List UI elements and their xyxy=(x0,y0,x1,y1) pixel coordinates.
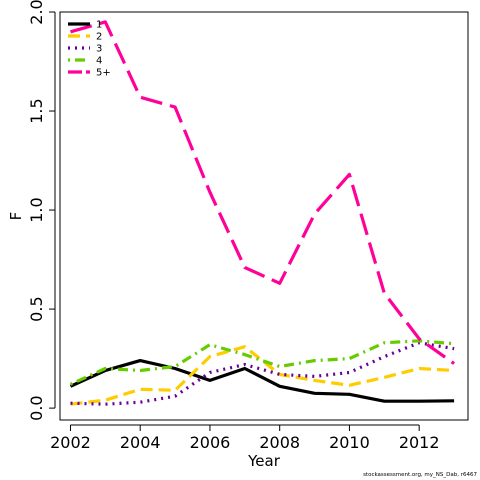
y-axis-title: F xyxy=(7,212,25,221)
footer-credit: stockassessment.org, my_NS_Dab, r6467 xyxy=(363,472,477,478)
legend-label: 3 xyxy=(96,44,102,55)
series-line-5plus xyxy=(70,20,456,365)
x-tick-label: 2006 xyxy=(190,433,231,452)
x-tick-label: 2012 xyxy=(399,433,440,452)
plot-frame xyxy=(59,11,469,421)
series-line-2 xyxy=(70,345,455,406)
legend-label: 4 xyxy=(96,56,102,67)
x-tick-label: 2004 xyxy=(120,433,161,452)
series-line-3 xyxy=(70,341,455,406)
y-tick-label: 2.0 xyxy=(27,0,46,25)
x-axis: 2002 2004 2006 2008 2010 2012 xyxy=(50,424,440,452)
x-tick-label: 2008 xyxy=(259,433,300,452)
y-axis: 0.0 0.5 1.0 1.5 2.0 xyxy=(27,0,56,421)
y-tick-label: 1.5 xyxy=(27,98,46,123)
y-tick-label: 0.5 xyxy=(27,296,46,321)
y-tick-label: 0.0 xyxy=(27,395,46,420)
x-tick-label: 2002 xyxy=(50,433,91,452)
y-tick-label: 1.0 xyxy=(27,197,46,222)
legend-label: 5+ xyxy=(96,68,111,79)
legend-label: 1 xyxy=(96,20,102,31)
x-tick-label: 2010 xyxy=(329,433,370,452)
legend-label: 2 xyxy=(96,32,102,43)
series-line-1 xyxy=(69,359,455,403)
series-group xyxy=(69,20,456,406)
x-axis-title: Year xyxy=(247,452,281,470)
series-line-4 xyxy=(69,339,455,386)
